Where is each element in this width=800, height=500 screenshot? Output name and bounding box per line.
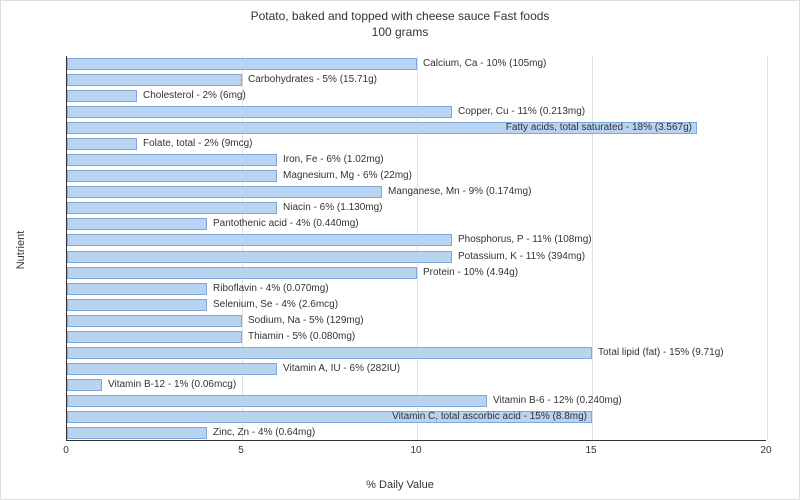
nutrient-bar xyxy=(67,363,277,375)
nutrient-bar xyxy=(67,315,242,327)
nutrient-label: Vitamin B-6 - 12% (0.240mg) xyxy=(493,395,622,407)
nutrient-row: Thiamin - 5% (0.080mg) xyxy=(67,329,766,345)
nutrient-label: Carbohydrates - 5% (15.71g) xyxy=(248,74,377,86)
x-tick-label: 10 xyxy=(410,445,421,456)
nutrient-label: Total lipid (fat) - 15% (9.71g) xyxy=(598,347,724,359)
nutrient-row: Vitamin B-12 - 1% (0.06mcg) xyxy=(67,377,766,393)
nutrient-label: Thiamin - 5% (0.080mg) xyxy=(248,331,355,343)
nutrient-label: Magnesium, Mg - 6% (22mg) xyxy=(283,170,412,182)
nutrient-row: Vitamin A, IU - 6% (282IU) xyxy=(67,361,766,377)
nutrient-row: Total lipid (fat) - 15% (9.71g) xyxy=(67,345,766,361)
x-tick-label: 15 xyxy=(585,445,596,456)
nutrient-label: Vitamin A, IU - 6% (282IU) xyxy=(283,363,400,375)
nutrient-label: Folate, total - 2% (9mcg) xyxy=(143,138,252,150)
nutrient-row: Magnesium, Mg - 6% (22mg) xyxy=(67,168,766,184)
nutrient-label: Protein - 10% (4.94g) xyxy=(423,267,518,279)
nutrient-row: Selenium, Se - 4% (2.6mcg) xyxy=(67,297,766,313)
x-tick-label: 0 xyxy=(63,445,69,456)
nutrient-bar xyxy=(67,138,137,150)
nutrient-label: Calcium, Ca - 10% (105mg) xyxy=(423,58,546,70)
nutrient-bar xyxy=(67,299,207,311)
nutrient-row: Iron, Fe - 6% (1.02mg) xyxy=(67,152,766,168)
nutrient-bar xyxy=(67,58,417,70)
nutrient-row: Phosphorus, P - 11% (108mg) xyxy=(67,232,766,248)
chart-title-line2: 100 grams xyxy=(372,25,429,39)
nutrient-row: Potassium, K - 11% (394mg) xyxy=(67,249,766,265)
nutrient-bar xyxy=(67,106,452,118)
nutrient-bar xyxy=(67,267,417,279)
nutrient-row: Cholesterol - 2% (6mg) xyxy=(67,88,766,104)
nutrient-label: Selenium, Se - 4% (2.6mcg) xyxy=(213,299,338,311)
nutrient-row: Niacin - 6% (1.130mg) xyxy=(67,200,766,216)
nutrient-label: Sodium, Na - 5% (129mg) xyxy=(248,315,364,327)
nutrient-row: Folate, total - 2% (9mcg) xyxy=(67,136,766,152)
nutrient-bar xyxy=(67,90,137,102)
nutrient-bar xyxy=(67,154,277,166)
nutrient-row: Vitamin C, total ascorbic acid - 15% (8.… xyxy=(67,409,766,425)
chart-title: Potato, baked and topped with cheese sau… xyxy=(1,1,799,40)
nutrient-label: Phosphorus, P - 11% (108mg) xyxy=(458,234,592,246)
nutrient-bar xyxy=(67,74,242,86)
nutrient-label: Vitamin B-12 - 1% (0.06mcg) xyxy=(108,379,236,391)
nutrient-bar xyxy=(67,251,452,263)
nutrient-row: Sodium, Na - 5% (129mg) xyxy=(67,313,766,329)
nutrient-bar xyxy=(67,283,207,295)
nutrient-bar xyxy=(67,347,592,359)
nutrient-bar xyxy=(67,170,277,182)
nutrient-row: Protein - 10% (4.94g) xyxy=(67,265,766,281)
nutrient-label: Pantothenic acid - 4% (0.440mg) xyxy=(213,218,359,230)
plot-area: Calcium, Ca - 10% (105mg) Carbohydrates -… xyxy=(66,56,766,441)
chart-title-line1: Potato, baked and topped with cheese sau… xyxy=(251,9,550,23)
nutrient-bar xyxy=(67,218,207,230)
nutrient-label: Potassium, K - 11% (394mg) xyxy=(458,251,585,263)
nutrient-row: Zinc, Zn - 4% (0.64mg) xyxy=(67,425,766,441)
nutrition-bar-chart: Potato, baked and topped with cheese sau… xyxy=(0,0,800,500)
nutrient-bar xyxy=(67,234,452,246)
nutrient-label: Niacin - 6% (1.130mg) xyxy=(283,202,382,214)
nutrient-label: Riboflavin - 4% (0.070mg) xyxy=(213,283,329,295)
gridline xyxy=(767,56,768,440)
nutrient-label: Fatty acids, total saturated - 18% (3.56… xyxy=(506,122,692,134)
nutrient-row: Pantothenic acid - 4% (0.440mg) xyxy=(67,216,766,232)
nutrient-bar xyxy=(67,379,102,391)
nutrient-label: Iron, Fe - 6% (1.02mg) xyxy=(283,154,384,166)
nutrient-bar xyxy=(67,427,207,439)
nutrient-label: Vitamin C, total ascorbic acid - 15% (8.… xyxy=(392,411,587,423)
y-axis-label: Nutrient xyxy=(15,231,27,270)
nutrient-row: Copper, Cu - 11% (0.213mg) xyxy=(67,104,766,120)
nutrient-bar xyxy=(67,186,382,198)
nutrient-row: Manganese, Mn - 9% (0.174mg) xyxy=(67,184,766,200)
nutrient-row: Riboflavin - 4% (0.070mg) xyxy=(67,281,766,297)
nutrient-row: Carbohydrates - 5% (15.71g) xyxy=(67,72,766,88)
nutrient-label: Manganese, Mn - 9% (0.174mg) xyxy=(388,186,531,198)
x-axis-label: % Daily Value xyxy=(366,479,434,491)
nutrient-row: Vitamin B-6 - 12% (0.240mg) xyxy=(67,393,766,409)
nutrient-label: Cholesterol - 2% (6mg) xyxy=(143,90,246,102)
nutrient-label: Zinc, Zn - 4% (0.64mg) xyxy=(213,427,315,439)
nutrient-bar xyxy=(67,202,277,214)
nutrient-label: Copper, Cu - 11% (0.213mg) xyxy=(458,106,585,118)
nutrient-row: Fatty acids, total saturated - 18% (3.56… xyxy=(67,120,766,136)
x-tick-label: 5 xyxy=(238,445,244,456)
x-tick-label: 20 xyxy=(760,445,771,456)
nutrient-row: Calcium, Ca - 10% (105mg) xyxy=(67,56,766,72)
nutrient-bar xyxy=(67,395,487,407)
nutrient-bar xyxy=(67,331,242,343)
